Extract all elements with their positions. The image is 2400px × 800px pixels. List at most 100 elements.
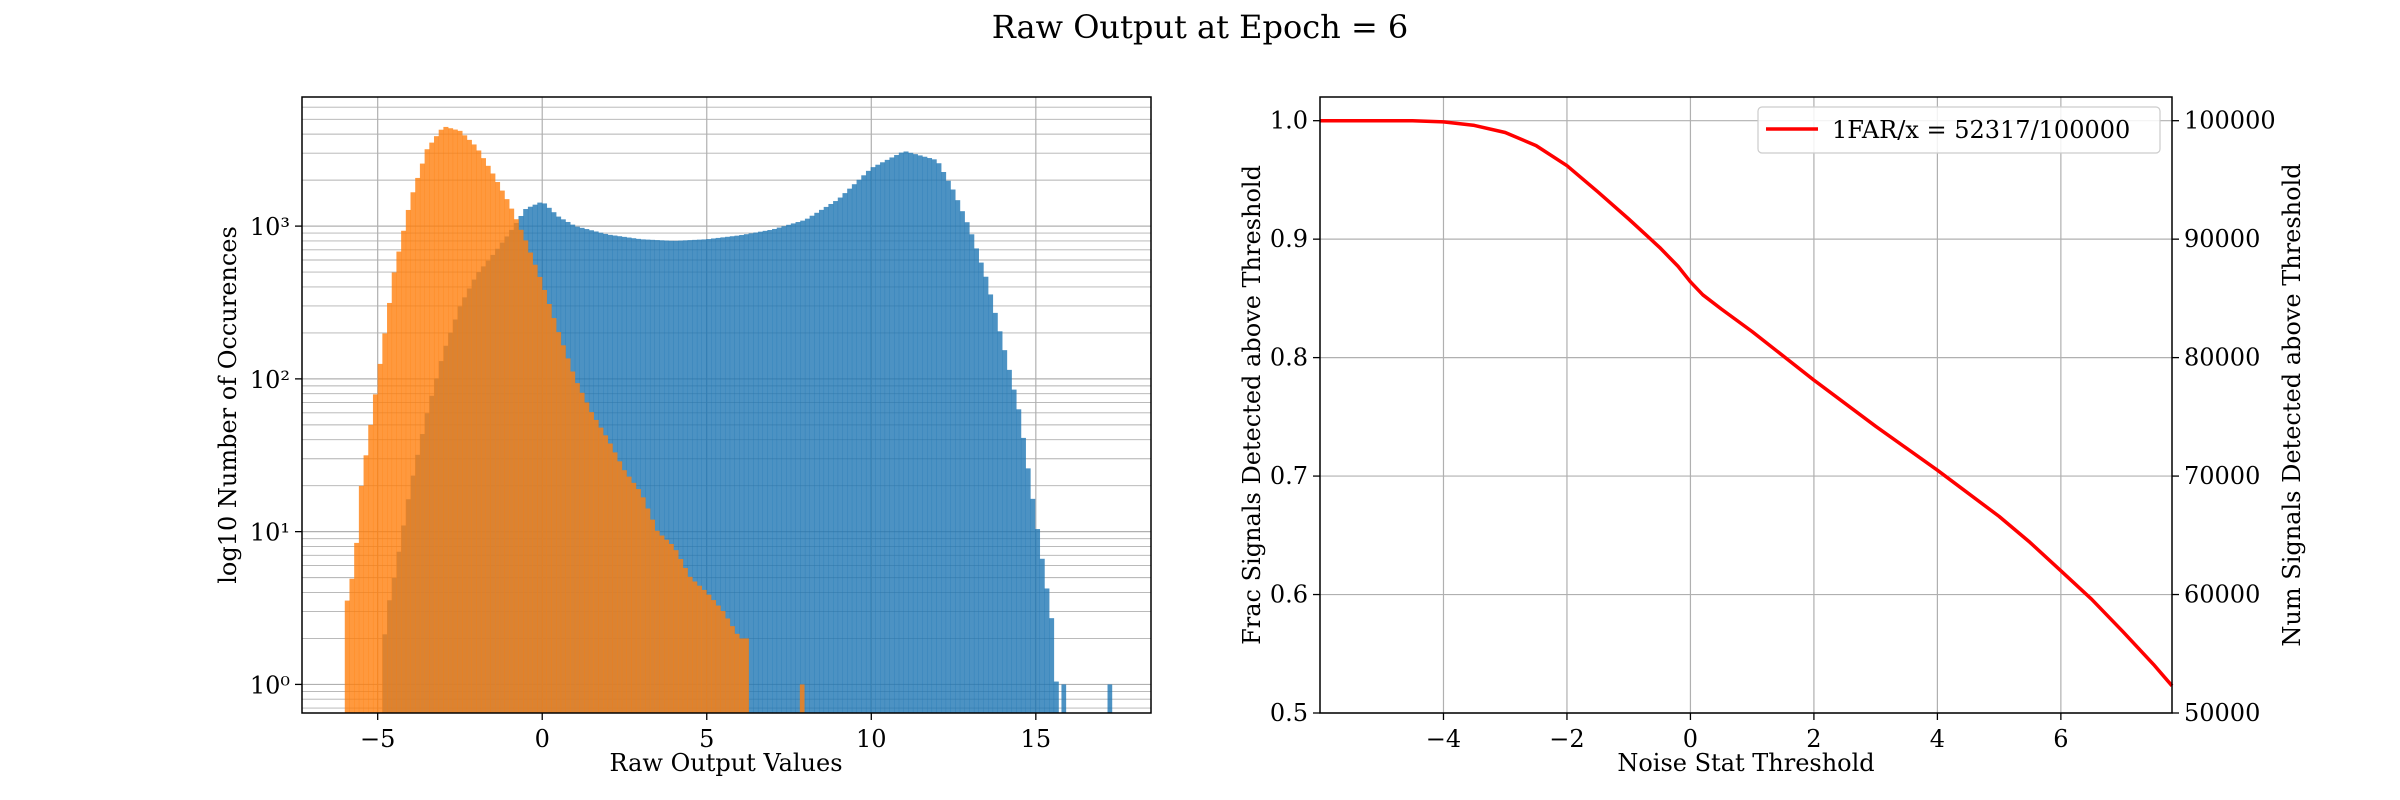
histogram-bar xyxy=(1020,437,1026,713)
histogram-bar xyxy=(396,251,402,714)
x-tick-label: 0 xyxy=(535,725,550,753)
histogram-bar xyxy=(964,222,970,713)
histogram-bar xyxy=(997,331,1003,713)
histogram-bar xyxy=(598,427,604,713)
histogram-bar xyxy=(476,150,482,713)
histogram-bar xyxy=(678,559,684,713)
histogram-bar xyxy=(485,165,491,714)
histogram-bar xyxy=(1030,498,1036,713)
y-tick-label: 0.9 xyxy=(1270,225,1308,253)
histogram-bar xyxy=(711,600,717,713)
histogram-bar xyxy=(354,542,360,713)
histogram-bar xyxy=(556,332,562,713)
histogram-bar xyxy=(922,156,928,714)
histogram-bar xyxy=(546,304,552,713)
histogram-bar xyxy=(579,392,585,713)
y2-tick-label: 90000 xyxy=(2184,225,2260,253)
histogram-bar xyxy=(617,461,623,713)
x-tick-label: 10 xyxy=(856,725,887,753)
histogram-bar xyxy=(654,240,660,713)
histogram-bar xyxy=(715,237,721,713)
histogram-bar xyxy=(743,638,749,713)
histogram-bar xyxy=(668,240,674,713)
histogram-bar xyxy=(682,240,688,713)
histogram-bar xyxy=(786,224,792,713)
detection-curve-x-ticks: −4 −2 0 2 4 6 xyxy=(1426,713,2069,753)
histogram-bar xyxy=(729,626,735,713)
histogram-bar xyxy=(969,234,975,713)
histogram-bar xyxy=(673,240,679,714)
histogram-bar xyxy=(682,567,688,713)
histogram-x-ticks: −5 0 5 10 15 xyxy=(360,713,1051,753)
histogram-bar xyxy=(654,530,660,713)
histogram-bar xyxy=(1053,681,1059,713)
histogram-bar xyxy=(645,239,651,714)
histogram-bar xyxy=(1011,389,1017,713)
histogram-bar xyxy=(452,129,458,714)
histogram-bar xyxy=(523,240,529,713)
histogram-bar xyxy=(495,182,501,713)
histogram-bar xyxy=(565,358,571,713)
histogram-bar xyxy=(391,272,397,713)
histogram-x-label: Raw Output Values xyxy=(609,749,842,777)
histogram-bar xyxy=(560,345,566,713)
histogram-bar xyxy=(880,162,886,714)
histogram-bar xyxy=(983,276,989,713)
histogram-bar xyxy=(889,157,895,713)
histogram-bar xyxy=(720,237,726,713)
histogram-bar xyxy=(368,424,374,713)
histogram-bar xyxy=(696,585,702,713)
histogram-bars xyxy=(344,126,1113,714)
histogram-bar xyxy=(926,158,933,713)
histogram-bar xyxy=(387,302,393,713)
histogram-bar xyxy=(551,318,557,713)
histogram-bar xyxy=(419,163,425,713)
histogram-bar xyxy=(541,289,548,713)
histogram-bar xyxy=(415,177,421,714)
histogram-bar xyxy=(772,228,778,713)
histogram-bar xyxy=(462,135,468,713)
histogram-bar xyxy=(443,126,449,713)
histogram-bar xyxy=(1016,409,1022,713)
histogram-bar xyxy=(344,600,350,713)
histogram-bar xyxy=(833,201,839,713)
histogram-bar xyxy=(809,215,815,713)
histogram-bar xyxy=(480,158,486,713)
histogram-bar xyxy=(819,209,825,713)
histogram-bar xyxy=(490,173,496,713)
histogram-bar xyxy=(518,229,524,713)
x-tick-label: 15 xyxy=(1021,725,1052,753)
x-tick-label: 5 xyxy=(699,725,714,753)
detection-curve-x-label: Noise Stat Threshold xyxy=(1617,749,1874,777)
histogram-bar xyxy=(377,363,383,713)
histogram-bar xyxy=(992,312,998,713)
histogram-bar xyxy=(814,212,820,713)
histogram-bar xyxy=(739,638,745,713)
y2-tick-label: 80000 xyxy=(2184,344,2260,372)
histogram-bar xyxy=(687,576,693,713)
histogram-bar xyxy=(720,610,726,713)
histogram-bar xyxy=(621,470,627,713)
histogram-bar xyxy=(635,489,641,713)
histogram-bar xyxy=(603,435,609,713)
histogram-bar xyxy=(410,192,416,713)
histogram-bar xyxy=(908,152,914,714)
histogram-bar xyxy=(842,193,848,713)
histogram-series-1 xyxy=(344,126,805,714)
histogram-bar xyxy=(978,262,984,713)
histogram-bar xyxy=(588,412,594,713)
detection-curve-frame xyxy=(1319,96,2173,714)
detection-curve-y2-label: Num Signals Detected above Threshold xyxy=(2278,163,2306,646)
histogram-bar xyxy=(433,136,440,713)
histogram-bar xyxy=(931,159,937,714)
detection-curve-y-ticks: 0.5 0.6 0.7 0.8 0.9 1.0 xyxy=(1270,107,1320,727)
detection-curve-y2-ticks: 50000 60000 70000 80000 90000 100000 xyxy=(2172,107,2276,727)
histogram-bar xyxy=(382,333,388,713)
y-tick-label: 10³ xyxy=(250,213,290,241)
histogram-bar xyxy=(739,235,745,713)
histogram-bar xyxy=(645,508,651,713)
histogram-bar xyxy=(457,130,463,714)
histogram-bar xyxy=(668,543,674,713)
histogram-bar xyxy=(776,227,782,713)
